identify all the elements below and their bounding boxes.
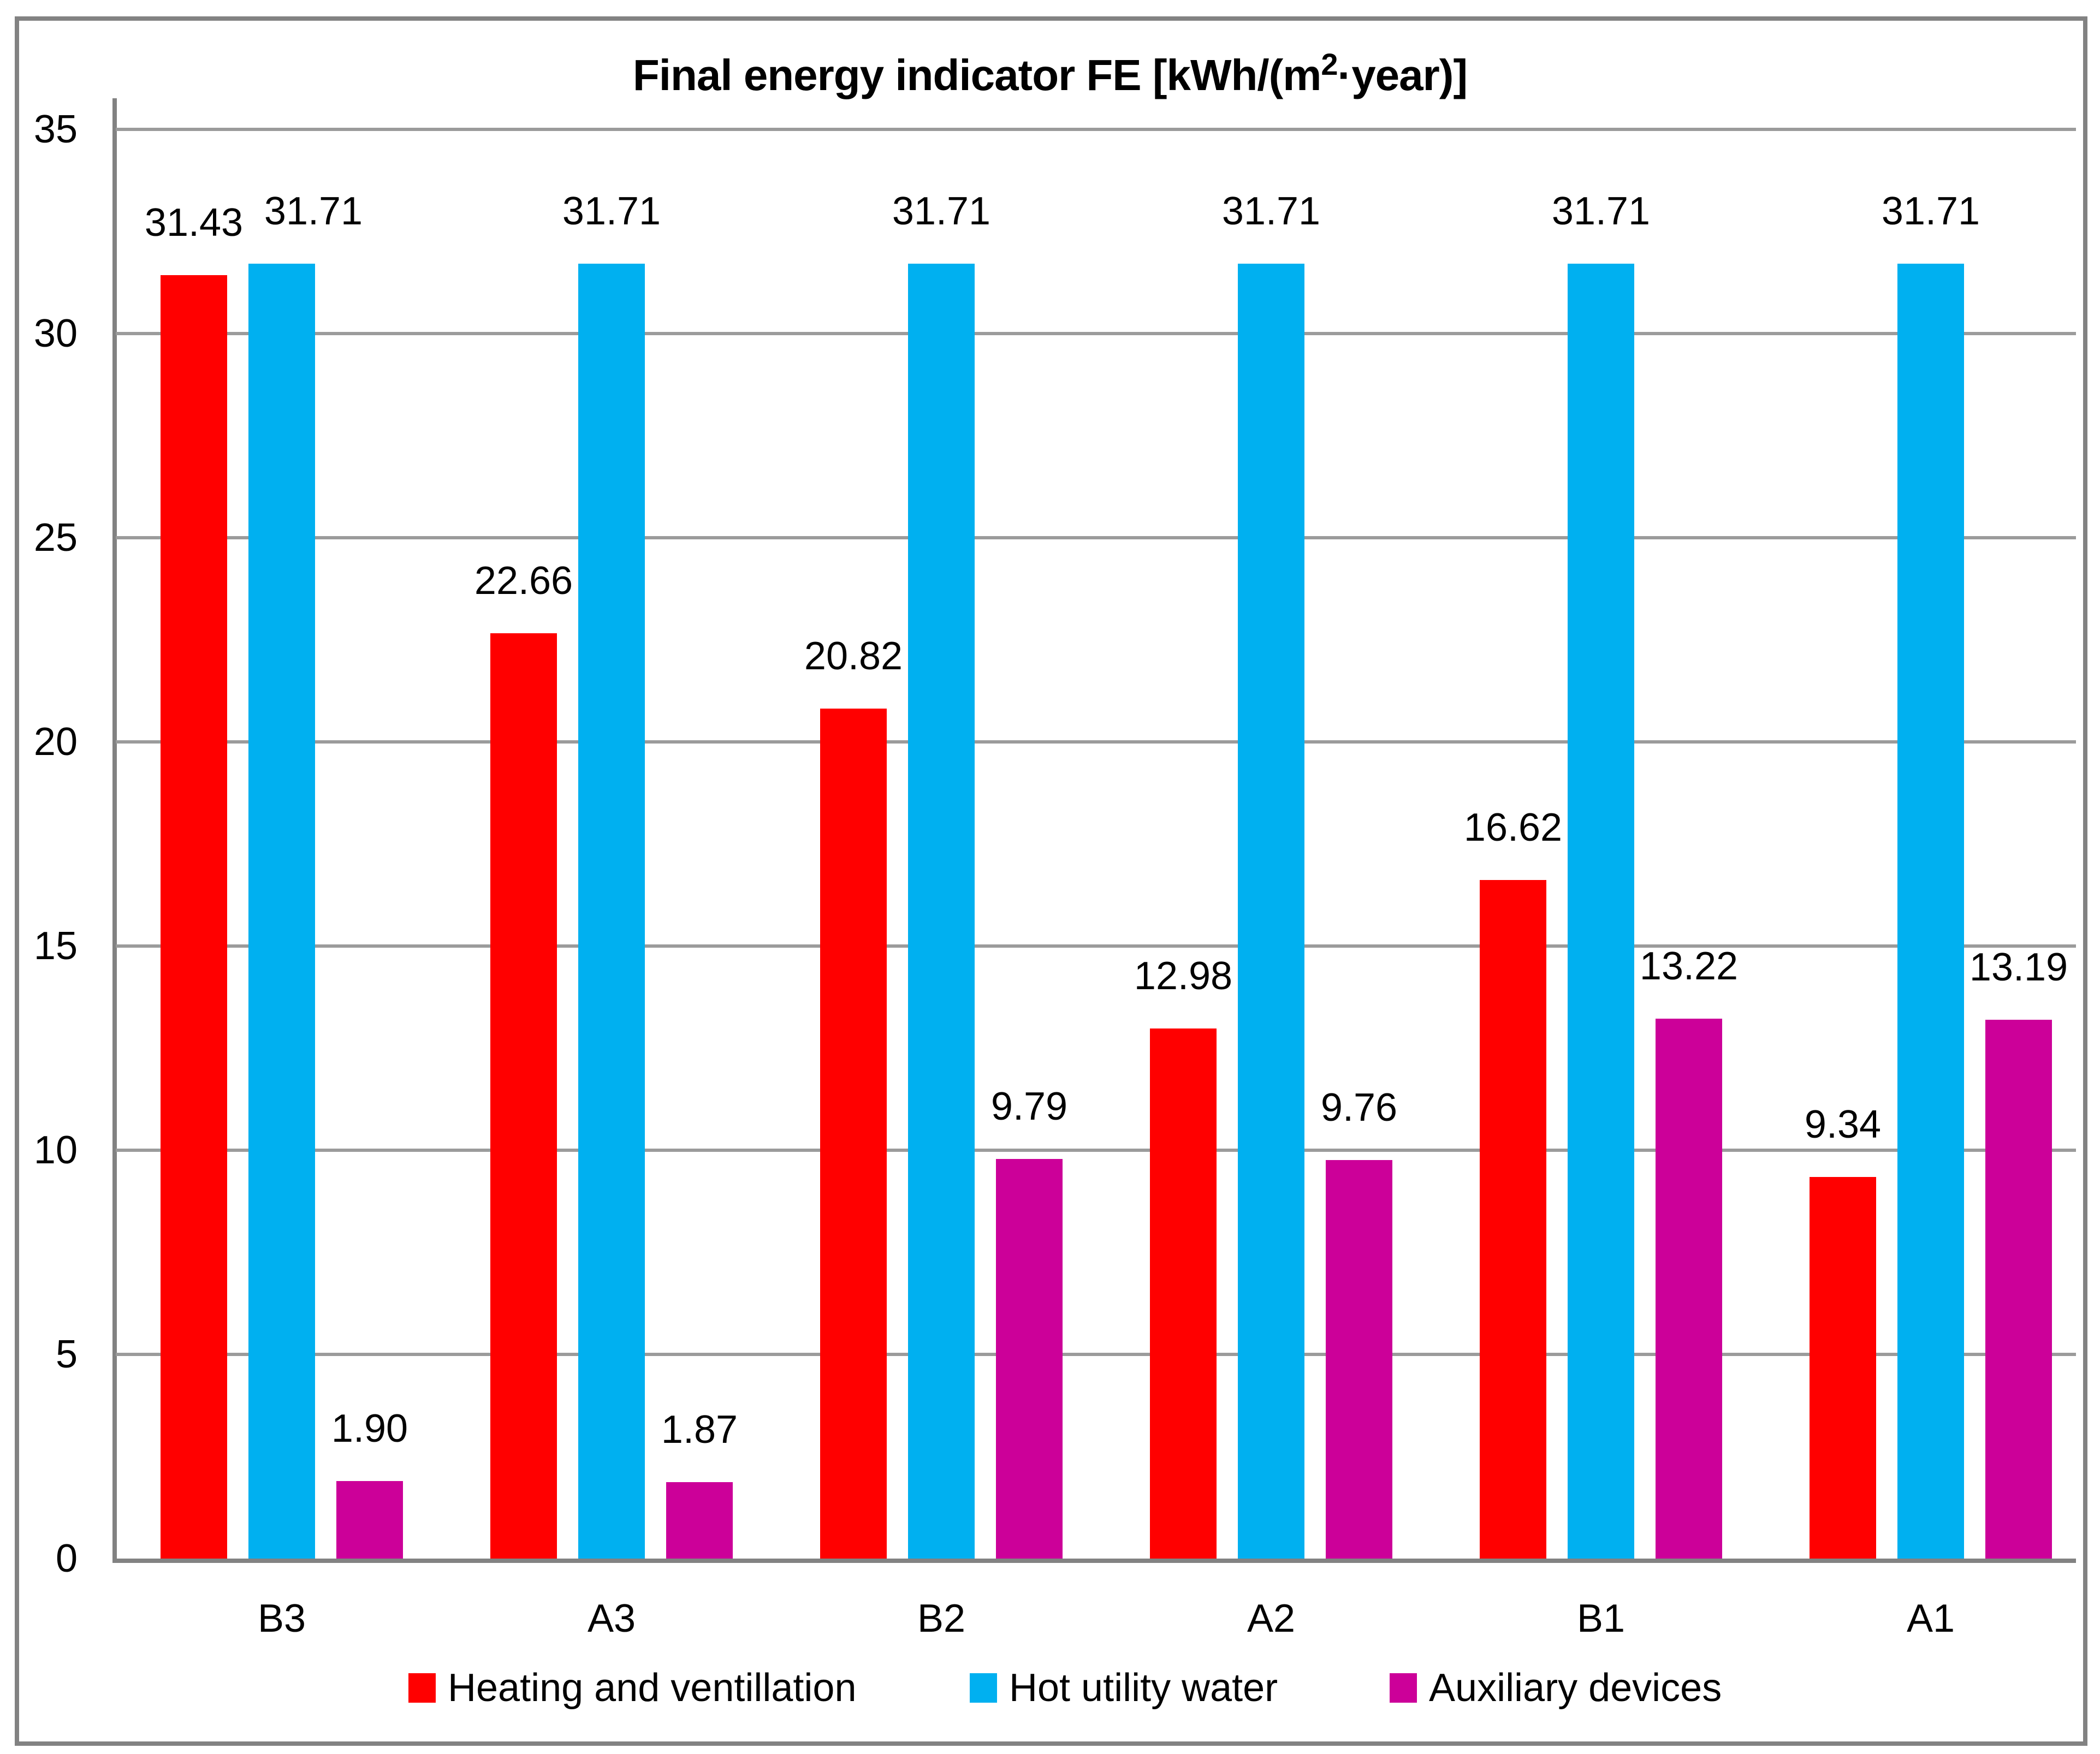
value-label-b2-0: 20.82 [804, 634, 903, 678]
category-label-a2: A2 [1247, 1597, 1296, 1640]
legend-item-auxiliary-devices: Auxiliary devices [1390, 1661, 1722, 1715]
bar-hot-utility-water-b2 [908, 264, 975, 1559]
value-label-b3-1: 31.71 [264, 189, 363, 233]
gridline-y-5 [116, 1353, 2076, 1356]
bar-heating-and-ventillation-a3 [490, 633, 557, 1559]
y-tick-label-20: 20 [33, 720, 78, 764]
legend-label: Hot utility water [1009, 1666, 1278, 1710]
bar-auxiliary-devices-a2 [1326, 1160, 1392, 1559]
value-label-a1-1: 31.71 [1881, 189, 1980, 233]
y-tick-label-30: 30 [33, 312, 78, 355]
bar-heating-and-ventillation-b1 [1480, 880, 1546, 1559]
bar-heating-and-ventillation-b2 [820, 709, 887, 1559]
legend-label: Auxiliary devices [1429, 1666, 1722, 1710]
category-label-b3: B3 [257, 1597, 306, 1640]
y-tick-label-0: 0 [55, 1537, 78, 1580]
legend-swatch-icon [1390, 1673, 1417, 1703]
value-label-a1-2: 13.19 [1969, 946, 2068, 989]
bar-auxiliary-devices-b3 [336, 1481, 403, 1559]
value-label-b3-0: 31.43 [144, 201, 244, 245]
y-tick-label-15: 15 [33, 924, 78, 968]
category-label-a1: A1 [1906, 1597, 1955, 1640]
gridline-y-35 [116, 128, 2076, 131]
value-label-a3-1: 31.71 [562, 189, 661, 233]
value-label-b3-2: 1.90 [331, 1407, 408, 1450]
legend-swatch-icon [408, 1673, 436, 1703]
y-axis-line [112, 98, 117, 1563]
chart-outer-frame [15, 16, 2087, 1746]
plot-area: 31.43 22.66 20.82 12.98 16.62 9.34 31.71 31.71 3… [116, 128, 2076, 1563]
bar-hot-utility-water-b3 [248, 264, 315, 1559]
chart-title-superscript: 2 [1321, 47, 1338, 81]
value-label-a2-2: 9.76 [1320, 1086, 1398, 1129]
chart-title-pre: Final energy indicator FE [kWh/(m [632, 51, 1321, 99]
gridline-y-20 [116, 740, 2076, 744]
legend-label: Heating and ventillation [448, 1666, 857, 1710]
value-label-a1-0: 9.34 [1804, 1103, 1882, 1146]
legend-item-heating-and-ventillation: Heating and ventillation [408, 1661, 857, 1715]
legend-swatch-icon [970, 1673, 997, 1703]
value-label-b1-0: 16.62 [1463, 806, 1563, 849]
legend-item-hot-utility-water: Hot utility water [970, 1661, 1278, 1715]
bar-hot-utility-water-b1 [1568, 264, 1634, 1559]
gridline-y-10 [116, 1149, 2076, 1152]
y-tick-label-5: 5 [55, 1333, 78, 1376]
bar-heating-and-ventillation-a1 [1810, 1177, 1876, 1559]
y-tick-label-25: 25 [33, 516, 78, 560]
bar-auxiliary-devices-b2 [996, 1159, 1063, 1559]
bar-heating-and-ventillation-b3 [161, 275, 227, 1559]
gridline-y-15 [116, 944, 2076, 948]
bar-hot-utility-water-a1 [1897, 264, 1964, 1559]
value-label-a3-2: 1.87 [661, 1408, 738, 1452]
gridline-y-25 [116, 536, 2076, 539]
value-label-a2-0: 12.98 [1134, 954, 1233, 998]
bar-heating-and-ventillation-a2 [1150, 1028, 1217, 1559]
category-label-a3: A3 [587, 1597, 636, 1640]
y-tick-label-10: 10 [33, 1128, 78, 1172]
value-label-b2-1: 31.71 [892, 189, 991, 233]
gridline-y-30 [116, 332, 2076, 335]
y-tick-label-35: 35 [33, 108, 78, 151]
bar-auxiliary-devices-a3 [666, 1482, 733, 1559]
bar-auxiliary-devices-a1 [1985, 1020, 2052, 1559]
value-label-b2-2: 9.79 [990, 1085, 1068, 1128]
bar-auxiliary-devices-b1 [1656, 1019, 1722, 1559]
value-label-a2-1: 31.71 [1221, 189, 1321, 233]
chart-title: Final energy indicator FE [kWh/(m2·year)… [0, 47, 2100, 107]
value-label-b1-1: 31.71 [1551, 189, 1651, 233]
category-label-b1: B1 [1576, 1597, 1626, 1640]
bar-hot-utility-water-a3 [578, 264, 645, 1559]
value-label-b1-2: 13.22 [1639, 944, 1739, 988]
chart-title-post: ·year)] [1337, 51, 1468, 99]
value-label-a3-0: 22.66 [474, 559, 573, 603]
category-label-b2: B2 [917, 1597, 966, 1640]
bar-hot-utility-water-a2 [1238, 264, 1304, 1559]
